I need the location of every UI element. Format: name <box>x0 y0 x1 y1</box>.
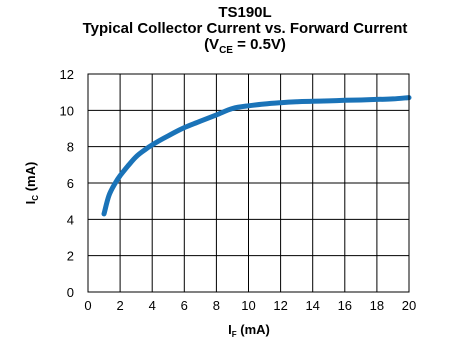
x-tick-label-3: 6 <box>181 298 188 313</box>
y-tick-label-1: 2 <box>67 249 74 264</box>
x-tick-label-7: 14 <box>305 298 319 313</box>
chart-title: TS190L <box>218 4 272 21</box>
y-tick-label-4: 8 <box>67 140 74 155</box>
x-axis-label-main: I <box>228 322 232 337</box>
y-tick-label-0: 0 <box>67 285 74 300</box>
y-tick-labels: 0 2 4 6 8 10 12 <box>60 67 74 300</box>
y-tick-label-6: 12 <box>60 67 74 82</box>
series-line <box>101 95 412 217</box>
plot-frame <box>87 73 410 293</box>
x-tick-label-8: 16 <box>338 298 352 313</box>
x-tick-label-0: 0 <box>84 298 91 313</box>
condition-prefix: (V <box>204 36 220 53</box>
y-tick-label-3: 6 <box>67 176 74 191</box>
condition-suffix: = 0.5V) <box>232 36 286 53</box>
y-axis-label-sub: C <box>31 195 40 201</box>
condition-sub: CE <box>219 45 233 56</box>
x-axis-label-sub: F <box>232 330 237 339</box>
x-tick-label-6: 12 <box>273 298 287 313</box>
x-tick-label-2: 4 <box>149 298 156 313</box>
x-tick-label-5: 10 <box>241 298 255 313</box>
y-tick-label-5: 10 <box>60 103 74 118</box>
chart-condition: (VCE = 0.5V) <box>0 36 470 56</box>
x-tick-label-1: 2 <box>116 298 123 313</box>
y-axis-label-unit: (mA) <box>23 162 38 195</box>
x-tick-label-10: 20 <box>402 298 416 313</box>
y-axis-label-main: I <box>23 201 38 205</box>
chart-subtitle: Typical Collector Current vs. Forward Cu… <box>82 20 408 37</box>
x-tick-labels: 0 2 4 6 8 10 12 14 16 18 20 <box>84 298 416 313</box>
y-axis-label: IC (mA) <box>23 162 40 205</box>
y-tick-label-2: 4 <box>67 212 74 227</box>
x-tick-label-4: 8 <box>213 298 220 313</box>
x-tick-label-9: 18 <box>370 298 384 313</box>
x-axis-label-unit: (mA) <box>237 322 270 337</box>
x-axis-label: IF (mA) <box>228 322 270 339</box>
